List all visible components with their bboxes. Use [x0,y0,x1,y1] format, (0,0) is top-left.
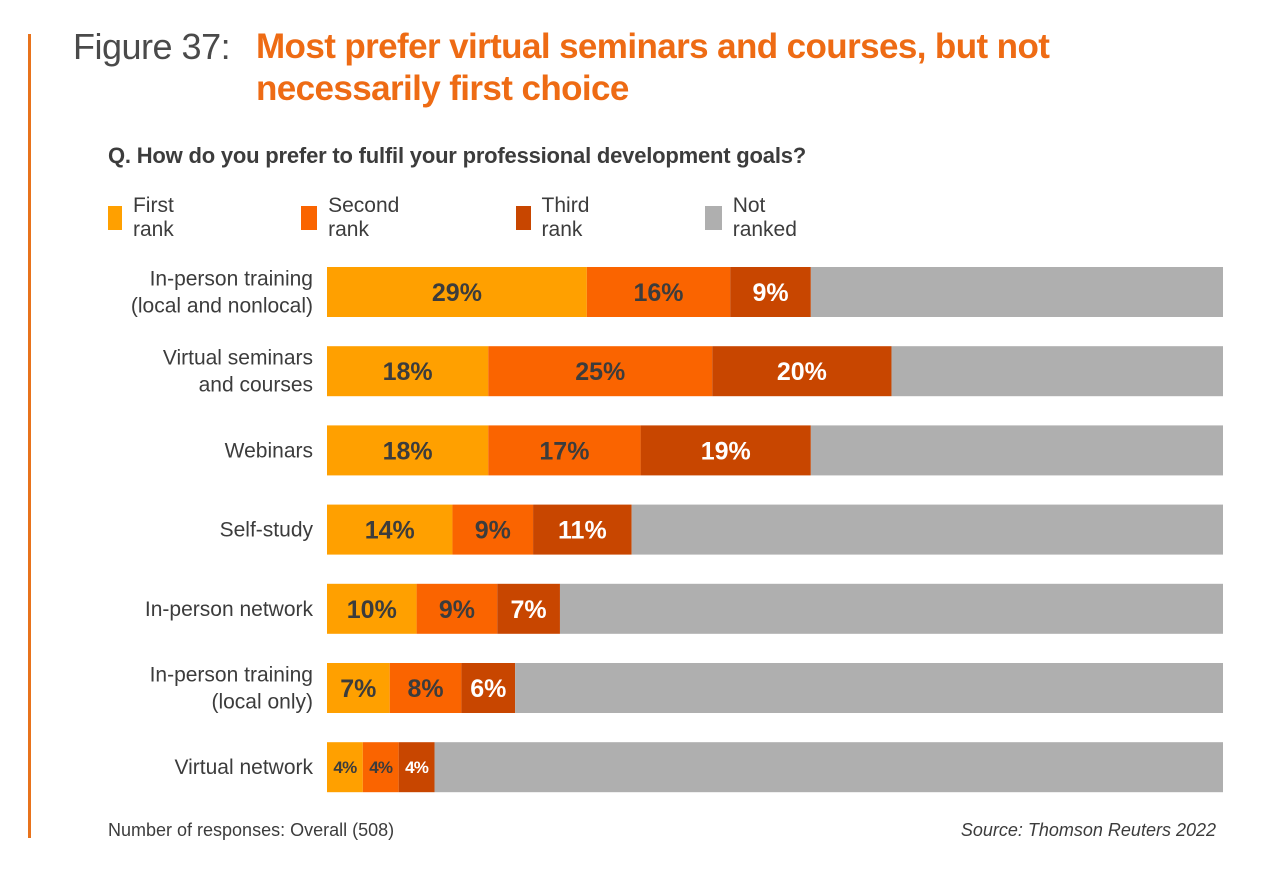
bar-segment-not-ranked [434,742,1223,793]
bar-row: Virtual seminars and courses 18% 25% 20% [163,346,1223,397]
data-label: 16% [633,279,683,307]
bar-segment-second-rank [362,742,399,793]
data-label: 10% [347,596,397,624]
category-label-line: (local only) [211,691,313,714]
bar-segment-first-rank [327,663,390,713]
bar-segment-first-rank [327,425,489,476]
data-label: 4% [333,758,357,777]
data-label: 14% [365,517,415,545]
legend-item-first-rank: First rank [108,194,184,241]
legend-label: Second rank [328,194,400,241]
legend-label: First rank [132,194,174,241]
category-label-line: Webinars [225,439,313,462]
data-label: 6% [470,675,506,703]
bar-segment-second-rank [488,425,641,476]
category-label: In-person network [145,598,314,621]
data-label: 18% [383,358,433,386]
legend-item-not-ranked: Not ranked [705,194,804,241]
data-label: 18% [383,437,433,465]
bar-segment-not-ranked [891,346,1223,397]
data-label: 9% [752,279,788,307]
bar-segment-third-rank [730,267,811,317]
bar-row: Virtual network 4% 4% 4% [174,742,1223,793]
category-label: In-person training (local and nonlocal) [131,268,313,318]
data-label: 8% [407,675,443,703]
legend-swatch-first-rank [108,206,122,230]
category-label-line: In-person training [150,664,313,687]
legend-swatch-not-ranked [705,206,722,230]
data-label: 29% [432,279,482,307]
category-label-line: and courses [199,374,313,397]
bar-segment-not-ranked [631,504,1223,555]
data-label: 7% [340,675,376,703]
bar-segment-second-rank [452,504,534,555]
data-label: 4% [369,758,393,777]
category-label: In-person training (local only) [150,664,313,714]
category-label: Virtual network [174,756,313,779]
bar-segment-first-rank [327,742,363,793]
legend-label: Third rank [541,194,590,241]
chart-title: Most prefer virtual seminars and courses… [256,27,1050,108]
bar-segment-third-rank [497,583,560,634]
responses-note: Number of responses: Overall (508) [108,820,395,840]
chart-question: Q. How do you prefer to fulfil your prof… [108,143,807,168]
bar-row: In-person training (local only) 7% 8% 6% [150,663,1223,714]
bar-segment-not-ranked [515,663,1223,713]
bar-row: In-person network 10% 9% 7% [145,583,1223,634]
legend-item-second-rank: Second rank [301,194,407,241]
bar-segment-first-rank [327,346,489,397]
legend-swatch-second-rank [301,206,318,230]
category-label: Self-study [220,519,314,542]
legend-label: Not ranked [732,194,797,241]
bar-row: In-person training (local and nonlocal) 29… [131,267,1223,318]
bar-segment-second-rank [416,583,498,634]
bar-row: Webinars 18% 17% 19% [225,425,1223,476]
bar-segment-first-rank [327,583,417,634]
category-label-line: Virtual network [174,756,313,779]
bar-segment-second-rank [389,663,462,713]
bar-segment-not-ranked [810,267,1223,317]
bar-segment-third-rank [712,346,892,397]
bar-segment-third-rank [640,425,811,476]
bar-segment-not-ranked [810,425,1223,476]
bar-segment-second-rank [488,346,713,397]
data-label: 19% [701,437,751,465]
data-label: 4% [405,758,429,777]
bar-segment-not-ranked [559,583,1223,634]
category-label-line: Virtual seminars [163,347,313,370]
category-label: Virtual seminars and courses [163,347,313,397]
bar-segment-third-rank [533,504,632,555]
data-label: 7% [511,596,547,624]
data-label: 20% [777,358,827,386]
data-label: 25% [575,358,625,386]
bar-segment-first-rank [327,267,587,317]
category-label-line: Self-study [220,519,314,542]
bar-segment-second-rank [586,267,731,317]
category-label: Webinars [225,439,313,462]
category-label-line: In-person training [150,268,313,291]
figure-label: Figure 37: [73,26,231,67]
accent-line [28,34,31,838]
legend-item-third-rank: Third rank [516,194,599,241]
bar-segment-third-rank [461,663,516,713]
bar-segment-first-rank [327,504,453,555]
legend-swatch-third-rank [516,206,531,230]
data-label: 11% [558,517,607,545]
source-note: Source: Thomson Reuters 2022 [960,820,1216,840]
data-label: 9% [439,596,475,624]
data-label: 9% [475,517,511,545]
bar-row: Self-study 14% 9% 11% [220,504,1223,555]
category-label-line: (local and nonlocal) [131,295,313,318]
data-label: 17% [539,437,589,465]
bar-segment-third-rank [398,742,435,793]
category-label-line: In-person network [145,598,314,621]
